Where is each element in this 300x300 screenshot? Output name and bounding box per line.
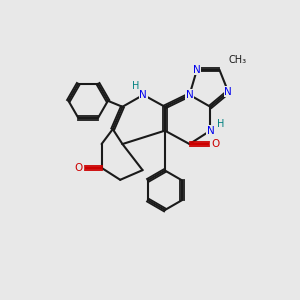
Text: N: N bbox=[193, 64, 201, 74]
Text: O: O bbox=[212, 139, 220, 149]
Text: H: H bbox=[217, 119, 224, 129]
Text: N: N bbox=[140, 90, 147, 100]
Text: N: N bbox=[224, 87, 232, 97]
Text: N: N bbox=[206, 126, 214, 136]
Text: H: H bbox=[132, 81, 140, 91]
Text: CH₃: CH₃ bbox=[228, 55, 246, 65]
Text: O: O bbox=[74, 163, 83, 173]
Text: N: N bbox=[186, 90, 194, 100]
